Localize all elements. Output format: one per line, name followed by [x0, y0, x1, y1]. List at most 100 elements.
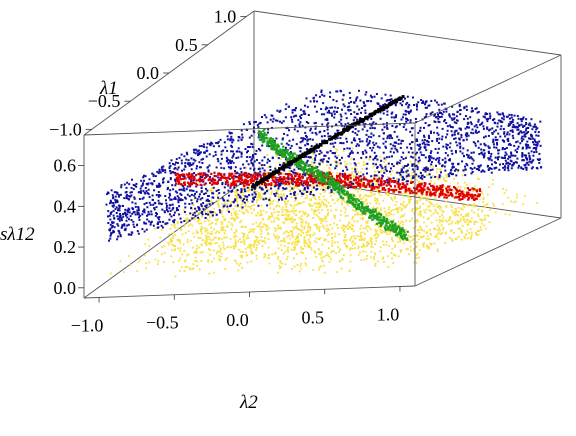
yellow-point	[233, 247, 236, 250]
blue-point	[266, 161, 269, 164]
blue-point	[431, 168, 434, 171]
yellow-point	[293, 187, 295, 189]
yellow-point	[279, 158, 282, 161]
yellow-point	[324, 203, 327, 206]
blue-point	[445, 108, 448, 111]
blue-point	[314, 121, 317, 124]
blue-point	[240, 151, 243, 154]
yellow-point	[242, 194, 245, 196]
yellow-point	[226, 209, 229, 212]
yellow-point	[222, 226, 225, 228]
yellow-point	[385, 241, 388, 243]
blue-point	[285, 103, 288, 106]
blue-point	[536, 141, 538, 144]
yellow-point	[206, 235, 208, 238]
blue-point	[526, 132, 529, 135]
yellow-point	[294, 238, 297, 241]
yellow-point	[323, 264, 325, 267]
blue-point	[229, 162, 232, 165]
yellow-point	[330, 250, 333, 253]
blue-point	[236, 171, 238, 174]
yellow-point	[280, 240, 282, 242]
blue-point	[535, 128, 538, 131]
yellow-point	[323, 198, 326, 201]
blue-point	[502, 118, 505, 121]
yellow-point	[289, 204, 292, 206]
yellow-point	[203, 227, 206, 230]
blue-point	[388, 170, 391, 173]
blue-point	[455, 168, 457, 171]
blue-point	[238, 150, 241, 153]
red-point	[199, 173, 202, 176]
yellow-point	[260, 230, 263, 233]
yellow-point	[224, 202, 226, 205]
yellow-point	[264, 255, 267, 257]
blue-point	[474, 131, 477, 134]
blue-point	[430, 156, 433, 159]
blue-point	[111, 194, 114, 197]
yellow-point	[285, 211, 288, 214]
yellow-point	[216, 219, 218, 222]
yellow-point	[348, 270, 351, 273]
yellow-point	[488, 221, 491, 223]
yellow-point	[460, 230, 463, 233]
blue-point	[405, 180, 408, 183]
blue-point	[401, 178, 404, 181]
yellow-point	[268, 226, 270, 229]
blue-point	[293, 168, 296, 171]
blue-point	[142, 189, 145, 192]
yellow-point	[303, 212, 305, 215]
blue-point	[433, 131, 436, 134]
yellow-point	[325, 216, 327, 219]
blue-point	[109, 227, 112, 230]
yellow-point	[292, 226, 295, 229]
blue-point	[299, 150, 302, 153]
yellow-point	[260, 239, 263, 242]
yellow-point	[489, 208, 491, 211]
blue-point	[209, 210, 212, 213]
blue-point	[141, 197, 144, 200]
yellow-point	[234, 234, 236, 237]
blue-point	[494, 156, 497, 159]
blue-point	[511, 126, 514, 129]
blue-point	[373, 144, 376, 146]
yellow-point	[306, 234, 308, 236]
yellow-point	[208, 210, 210, 213]
blue-point	[523, 133, 526, 136]
yellow-point	[339, 214, 342, 216]
yellow-point	[330, 195, 332, 197]
blue-point	[201, 162, 204, 164]
blue-point	[157, 226, 160, 229]
yellow-point	[394, 195, 396, 198]
blue-point	[111, 231, 114, 234]
blue-point	[489, 128, 492, 131]
yellow-point	[205, 238, 208, 241]
yellow-point	[337, 154, 340, 157]
yellow-point	[414, 175, 417, 178]
yellow-point	[260, 233, 262, 235]
yellow-point	[374, 237, 377, 240]
yellow-point	[273, 233, 275, 236]
blue-point	[226, 135, 229, 138]
blue-point	[158, 182, 161, 185]
blue-point	[107, 222, 110, 224]
blue-point	[185, 151, 188, 154]
red-point	[342, 184, 345, 187]
blue-point	[504, 165, 506, 168]
yellow-point	[300, 224, 303, 227]
yellow-point	[243, 235, 245, 238]
blue-point	[148, 196, 151, 199]
blue-point	[119, 234, 122, 236]
yellow-point	[344, 215, 347, 217]
yellow-point	[233, 231, 236, 234]
blue-point	[349, 152, 352, 154]
yellow-point	[249, 246, 252, 248]
yellow-point	[218, 231, 220, 234]
blue-point	[453, 121, 456, 124]
yellow-point	[288, 234, 290, 237]
blue-point	[507, 124, 510, 127]
yellow-point	[419, 205, 422, 208]
yellow-point	[389, 211, 391, 214]
yellow-point	[255, 221, 258, 224]
blue-point	[181, 169, 183, 172]
